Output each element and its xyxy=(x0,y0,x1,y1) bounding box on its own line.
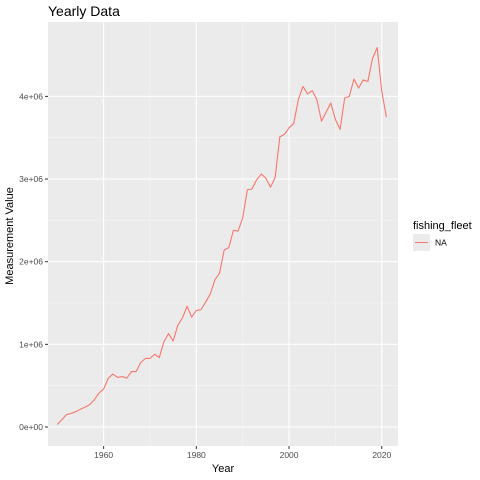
plot-panel xyxy=(48,22,398,446)
major-gridlines xyxy=(48,22,398,446)
y-tick-label: 4e+06 xyxy=(19,91,43,101)
x-tick-label: 2000 xyxy=(280,450,299,460)
legend-title: fishing_fleet xyxy=(413,220,472,232)
x-tick-label: 1960 xyxy=(94,450,113,460)
y-tick-label: 3e+06 xyxy=(19,174,43,184)
minor-gridlines xyxy=(48,22,398,446)
y-tick-label: 1e+06 xyxy=(19,339,43,349)
series-layer xyxy=(56,47,387,425)
y-axis: 0e+00 1e+06 2e+06 3e+06 4e+06 xyxy=(19,91,48,432)
y-tick-label: 0e+00 xyxy=(19,422,43,432)
y-axis-title: Measurement Value xyxy=(4,187,16,285)
chart-title: Yearly Data xyxy=(48,3,120,19)
x-tick-label: 2020 xyxy=(372,450,391,460)
x-axis-title: Year xyxy=(212,463,235,475)
legend-label-na: NA xyxy=(435,238,447,248)
series-line-na xyxy=(56,47,387,425)
x-axis: 1960 1980 2000 2020 xyxy=(94,446,391,460)
y-tick-label: 2e+06 xyxy=(19,257,43,267)
x-tick-label: 1980 xyxy=(187,450,206,460)
legend: fishing_fleet NA xyxy=(413,220,472,251)
